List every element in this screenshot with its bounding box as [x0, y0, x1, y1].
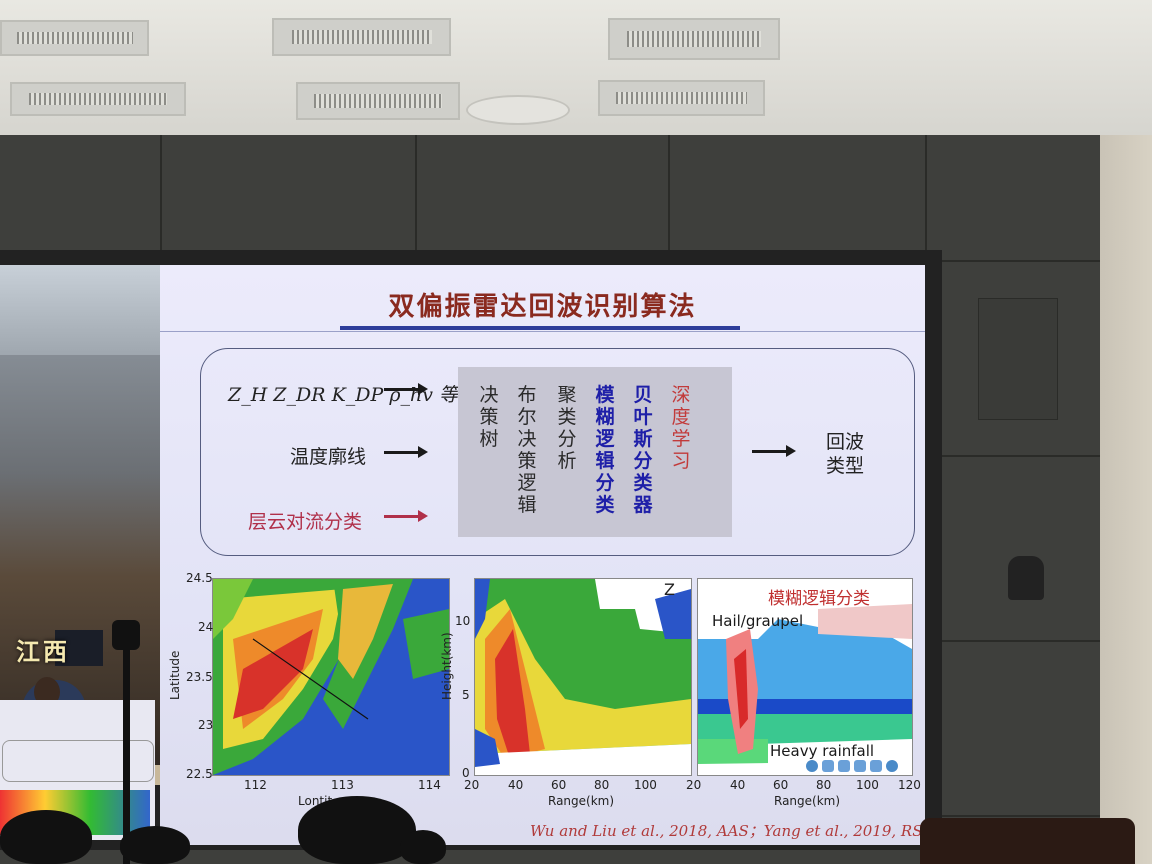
ceiling-vent [272, 18, 451, 56]
audience-head [298, 796, 416, 864]
flow-diagram-frame [200, 348, 915, 556]
algorithm-decision-tree: 决策树 [479, 384, 499, 450]
plot3-xtick: 40 [730, 778, 746, 792]
audience-head [0, 810, 92, 864]
plot1-ytick: 22.5 [186, 767, 213, 781]
plot2-xtick: 60 [551, 778, 567, 792]
plot3-title: 模糊逻辑分类 [768, 589, 870, 609]
plot2-xtick: 40 [508, 778, 524, 792]
radar-ppi-map [212, 578, 450, 776]
audience-head [120, 826, 190, 864]
plot1-ytick: 24 [198, 620, 214, 634]
radar-rhi-reflectivity [474, 578, 692, 776]
ceiling-speaker [466, 95, 570, 125]
algorithm-cluster-analysis: 聚类分析 [557, 384, 577, 472]
microphone-icon [112, 620, 140, 650]
algorithm-boolean-logic: 布尔决策逻辑 [517, 384, 537, 516]
microphone-stand [123, 648, 130, 864]
plot3-xlabel: Range(km) [774, 794, 841, 808]
annotation-hail-graupel: Hail/graupel [712, 612, 804, 630]
slide-citation: Wu and Liu et al., 2018, AAS；Yang et al.… [530, 822, 923, 840]
plot3-xtick: 80 [816, 778, 832, 792]
ceiling [0, 0, 1152, 135]
arrow-icon [384, 383, 428, 395]
toolbar-icon [806, 760, 818, 772]
plot1-ytick: 24.5 [186, 571, 213, 585]
title-accent-rule [340, 326, 740, 330]
ceiling-vent [296, 82, 460, 120]
plot2-ylabel: Height(km) [440, 632, 454, 700]
toolbar-icon [870, 760, 882, 772]
plot3-xtick: 120 [898, 778, 921, 792]
wall-speaker [978, 298, 1058, 420]
output-label: 回波类型 [825, 431, 864, 477]
audience-seat [920, 818, 1135, 864]
algorithm-box [458, 367, 732, 537]
title-underline [160, 331, 925, 332]
plot1-xtick: 112 [244, 778, 267, 792]
algorithm-deep-learning: 深度学习 [671, 384, 691, 472]
input-label-stratiform: 层云对流分类 [248, 511, 363, 533]
plot3-xtick: 60 [773, 778, 789, 792]
right-wall [1100, 135, 1152, 864]
monitor-icon [55, 630, 103, 666]
input-label-temperature: 温度廓线 [290, 446, 367, 468]
plot2-xtick: 20 [464, 778, 480, 792]
plot1-ytick: 23.5 [186, 670, 213, 684]
toolbar-icon [886, 760, 898, 772]
plot1-ylabel: Latitude [168, 650, 182, 700]
slide-title: 双偏振雷达回波识别算法 [388, 292, 697, 322]
ceiling-vent [0, 20, 149, 56]
camera-icon [1008, 556, 1044, 600]
plot2-panel-label: Z [664, 580, 675, 599]
ceiling-vent [10, 82, 186, 116]
algorithm-bayesian: 贝叶斯分类器 [633, 384, 653, 516]
arrow-icon [384, 510, 428, 522]
audience-head [400, 830, 446, 864]
plot2-xtick: 100 [634, 778, 657, 792]
plot1-xtick: 113 [331, 778, 354, 792]
plot1-ytick: 23 [198, 718, 214, 732]
toolbar-icon [822, 760, 834, 772]
plot2-ytick: 10 [455, 614, 471, 628]
toolbar-icon [838, 760, 850, 772]
ceiling-vent [598, 80, 765, 116]
plot2-ytick: 5 [462, 688, 470, 702]
plot3-xtick: 20 [686, 778, 702, 792]
annotation-heavy-rainfall: Heavy rainfall [770, 742, 875, 760]
arrow-icon [752, 445, 796, 457]
location-caption: 江西 [16, 638, 70, 666]
plot2-xlabel: Range(km) [548, 794, 615, 808]
plot2-ytick: 0 [462, 766, 470, 780]
ime-toolbar [806, 760, 916, 776]
plot2-xtick: 80 [594, 778, 610, 792]
arrow-icon [384, 446, 428, 458]
algorithm-fuzzy-logic: 模糊逻辑分类 [595, 384, 615, 516]
ceiling-vent [608, 18, 780, 60]
toolbar-icon [854, 760, 866, 772]
plot1-xtick: 114 [418, 778, 441, 792]
plot3-xtick: 100 [856, 778, 879, 792]
